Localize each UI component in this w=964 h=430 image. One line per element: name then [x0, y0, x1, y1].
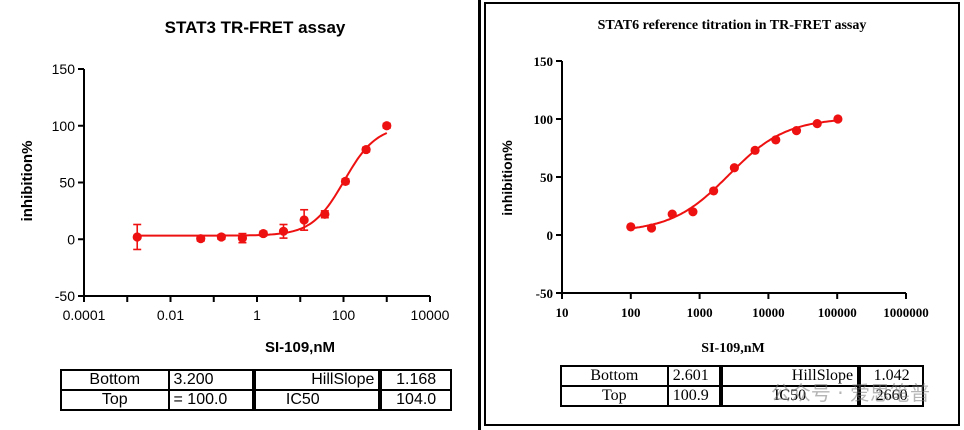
x-axis-label: SI-109,nM: [265, 339, 335, 356]
y-tick-label: 150: [52, 61, 76, 77]
data-point: [750, 145, 760, 155]
data-point: [237, 233, 248, 243]
data-point: [320, 209, 330, 219]
table-cell: Bottom: [60, 369, 170, 391]
data-point: [361, 144, 371, 155]
right-panel-frame: [484, 2, 960, 426]
table-cell: 100.9: [666, 385, 723, 407]
data-point: [278, 226, 289, 236]
x-tick-label: 0.01: [157, 307, 184, 323]
y-axis-label: inhibition%: [499, 140, 515, 216]
y-tick-label: 0: [547, 228, 554, 243]
table-row: Top 100.9 IC50 2660: [560, 385, 924, 407]
x-tick-label: 10000: [752, 305, 785, 320]
y-tick-label: -50: [536, 286, 553, 301]
data-point: [729, 163, 739, 173]
table-cell: IC50: [719, 385, 861, 407]
data-point: [771, 135, 781, 145]
table-cell: 3.200: [167, 369, 255, 391]
x-axis-label: SI-109,nM: [701, 341, 764, 356]
x-tick-label: 100000: [818, 305, 857, 320]
y-tick-label: 50: [59, 175, 75, 191]
data-point: [216, 232, 226, 242]
x-tick-label: 1: [253, 307, 261, 323]
x-tick-label: 100: [332, 307, 356, 323]
y-tick-label: 150: [534, 54, 554, 69]
y-tick-label: 0: [67, 231, 75, 247]
y-tick-label: 100: [52, 118, 76, 134]
x-tick-label: 0.0001: [63, 307, 106, 323]
table-cell: Bottom: [560, 365, 669, 387]
table-row: Top = 100.0 IC50 104.0: [60, 389, 452, 411]
data-point: [833, 114, 843, 124]
x-tick-label: 1000: [687, 305, 713, 320]
y-tick-label: -50: [55, 288, 75, 304]
data-point: [791, 126, 802, 136]
table-cell: 2660: [857, 385, 924, 407]
x-tick-label: 10000: [411, 307, 450, 323]
table-cell: 104.0: [378, 389, 452, 411]
table-cell: Top: [60, 389, 170, 411]
data-point: [667, 209, 677, 219]
x-tick-label: 100: [621, 305, 641, 320]
data-point: [382, 121, 392, 131]
x-tick-label: 10: [556, 305, 569, 320]
panel-divider: [478, 0, 481, 430]
table-cell: 2.601: [666, 365, 723, 387]
chart-title: STAT6 reference titration in TR-FRET ass…: [598, 18, 867, 33]
y-tick-label: 50: [540, 170, 553, 185]
table-cell: Top: [560, 385, 669, 407]
data-point: [709, 186, 719, 196]
data-point: [340, 176, 351, 186]
x-tick-label: 1000000: [883, 305, 929, 320]
watermark: 公众号 · 爱思笔普: [770, 381, 930, 405]
table-cell: HillSlope: [719, 365, 861, 387]
table-row: Bottom 2.601 HillSlope 1.042: [560, 365, 924, 387]
data-point: [812, 119, 822, 129]
data-point: [688, 207, 698, 217]
y-tick-label: 100: [534, 112, 554, 127]
data-point: [299, 215, 309, 225]
data-point: [626, 222, 636, 232]
table-cell: HillSlope: [251, 369, 382, 391]
stat6-fit-table: Bottom 2.601 HillSlope 1.042 Top 100.9 I…: [560, 365, 924, 407]
table-cell: 1.168: [378, 369, 452, 391]
stat3-fit-table: Bottom 3.200 HillSlope 1.168 Top = 100.0…: [60, 369, 452, 411]
table-cell: = 100.0: [167, 389, 255, 411]
data-point: [196, 234, 206, 244]
y-axis-label: inhibition%: [19, 141, 36, 222]
chart-title: STAT3 TR-FRET assay: [165, 18, 346, 37]
data-point: [132, 232, 142, 242]
table-cell: 1.042: [857, 365, 924, 387]
data-point: [646, 223, 657, 233]
fit-curve: [630, 119, 839, 230]
data-point: [258, 228, 268, 239]
table-cell: IC50: [251, 389, 382, 411]
table-row: Bottom 3.200 HillSlope 1.168: [60, 369, 452, 391]
